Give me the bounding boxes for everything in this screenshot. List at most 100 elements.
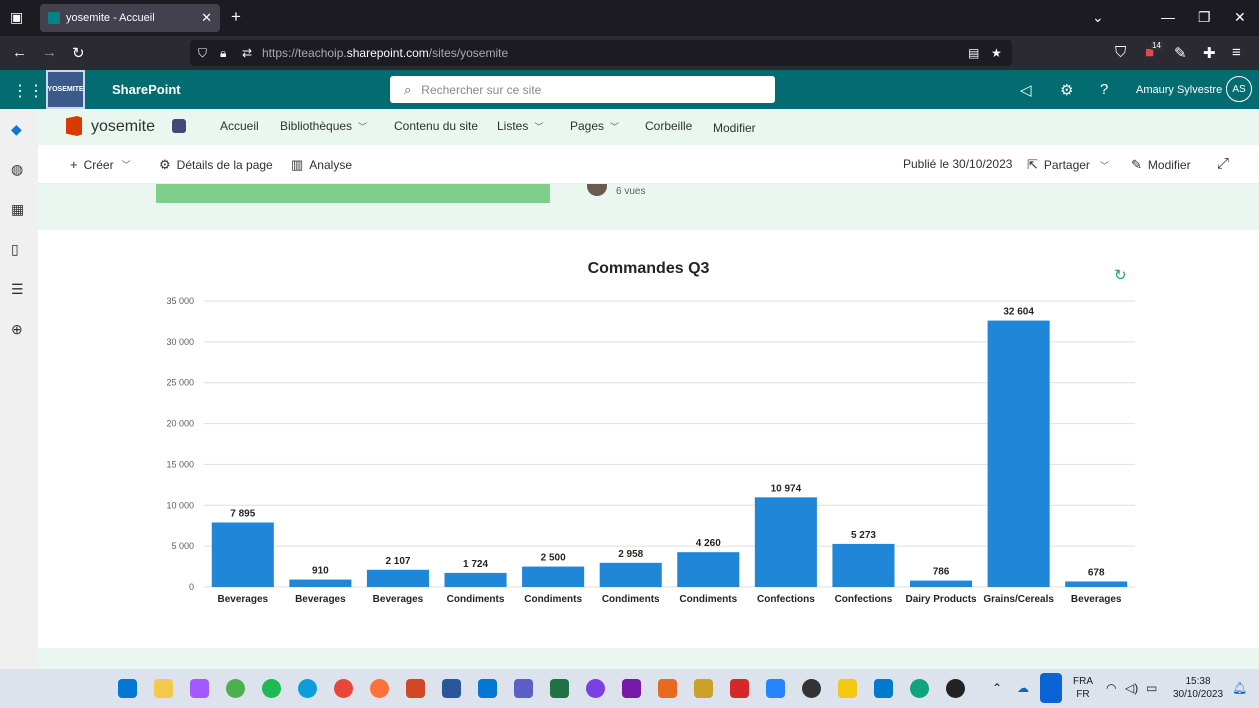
notification-bell-icon[interactable]: 🔔︎ xyxy=(1232,681,1248,695)
site-search-box[interactable]: ⌕ Rechercher sur ce site xyxy=(390,76,775,103)
close-tab-icon[interactable]: ✕ xyxy=(201,10,212,25)
analytics-button[interactable]: ▥ Analyse xyxy=(291,157,352,173)
back-icon[interactable]: ← xyxy=(12,44,27,61)
jira-icon[interactable] xyxy=(766,679,785,698)
help-icon[interactable]: ? xyxy=(1100,81,1109,98)
volume-icon[interactable]: ◁) xyxy=(1125,681,1139,695)
share-button[interactable]: ⇱ Partager ﹀ xyxy=(1027,157,1109,173)
permissions-icon[interactable]: ⇄ xyxy=(242,46,253,60)
lock-icon[interactable]: 🔒︎ xyxy=(220,45,227,60)
x-tick-label: Confections xyxy=(835,594,893,605)
excel-icon[interactable] xyxy=(550,679,569,698)
windows-start-icon[interactable] xyxy=(118,679,137,698)
edit-button[interactable]: ✎ Modifier xyxy=(1131,157,1191,173)
tab-list-icon[interactable]: ▣ xyxy=(10,9,24,25)
home-icon[interactable]: ◆ xyxy=(11,121,22,137)
nav-contenu-du-site[interactable]: Contenu du site xyxy=(394,119,478,133)
reader-view-icon[interactable]: ▤ xyxy=(968,46,980,60)
nav-bibliotheques[interactable]: Bibliothèques ﹀ xyxy=(280,119,367,133)
onenote-icon[interactable] xyxy=(622,679,641,698)
create-add-icon[interactable]: ⊕ xyxy=(11,321,23,337)
word-icon[interactable] xyxy=(442,679,461,698)
reload-icon[interactable]: ↻ xyxy=(72,45,85,62)
chatgpt-icon[interactable] xyxy=(910,679,929,698)
office-logo-icon xyxy=(66,116,82,136)
site-logo[interactable]: YOSEMITE xyxy=(46,70,85,109)
chart-web-part: 0 5 000 10 000 15 000 20 000 25 000 30 000 35 0… xyxy=(38,230,1259,648)
language-indicator[interactable]: FRA FR xyxy=(1072,675,1094,701)
bookmark-star-icon[interactable]: ★ xyxy=(991,46,1002,60)
addon-icon[interactable]: ✎ xyxy=(1174,45,1187,62)
spotify-icon[interactable] xyxy=(262,679,281,698)
wifi-icon[interactable]: ◠ xyxy=(1106,681,1117,695)
maps-icon[interactable] xyxy=(226,679,245,698)
teams-icon[interactable] xyxy=(172,119,186,133)
app-icon[interactable] xyxy=(658,679,677,698)
powerpoint-icon[interactable] xyxy=(406,679,425,698)
figma-icon[interactable] xyxy=(190,679,209,698)
progress-banner xyxy=(156,184,550,203)
clock[interactable]: 15:38 30/10/2023 xyxy=(1170,675,1226,701)
url-bar[interactable]: ⛉ 🔒︎ ⇄ https://teachoip. sharepoint.com/s… xyxy=(190,40,1012,66)
tab-title: yosemite - Accueil xyxy=(66,12,155,24)
sharepoint-title[interactable]: SharePoint xyxy=(112,82,181,97)
lists-icon[interactable]: ☰ xyxy=(11,281,24,297)
new-tab-icon[interactable]: + xyxy=(231,7,241,26)
edge-icon[interactable] xyxy=(298,679,317,698)
create-button[interactable]: + Créer ﹀ xyxy=(70,157,131,172)
nav-pages[interactable]: Pages ﹀ xyxy=(570,119,619,133)
menu-hamburger-icon[interactable]: ≡ xyxy=(1232,44,1241,61)
nav-listes[interactable]: Listes ﹀ xyxy=(497,119,543,133)
power-bi-icon[interactable] xyxy=(838,679,857,698)
user-avatar[interactable]: AS xyxy=(1226,76,1252,102)
restore-icon[interactable]: ❐ xyxy=(1198,9,1211,25)
chevron-down-icon[interactable]: ⌄ xyxy=(1092,9,1104,25)
page-command-bar: + Créer ﹀ ⚙ Détails de la page ▥ Analyse Pub… xyxy=(38,145,1259,184)
files-icon[interactable]: ▯ xyxy=(11,241,19,257)
x-tick-label: Beverages xyxy=(217,594,268,605)
published-status: Publié le 30/10/2023 xyxy=(903,157,1012,171)
pocket-icon[interactable]: ⛉ xyxy=(1115,44,1127,61)
settings-gear-icon[interactable]: ⚙ xyxy=(1060,82,1074,99)
plus-icon: + xyxy=(70,157,78,172)
chevron-up-icon[interactable]: ⌃ xyxy=(992,681,1003,695)
site-header: yosemite Accueil Bibliothèques ﹀ Contenu … xyxy=(38,109,1259,145)
microphone-icon[interactable] xyxy=(1040,673,1062,703)
battery-icon[interactable]: ▭ xyxy=(1146,681,1158,695)
outlook-icon[interactable] xyxy=(478,679,497,698)
refresh-icon[interactable]: ↻ xyxy=(1114,267,1127,284)
vscode-icon[interactable] xyxy=(874,679,893,698)
forward-icon[interactable]: → xyxy=(42,44,57,61)
chrome-icon[interactable] xyxy=(334,679,353,698)
expand-icon[interactable]: ⤢ xyxy=(1217,155,1230,172)
page-details-button[interactable]: ⚙ Détails de la page xyxy=(159,157,273,173)
teams-taskbar-icon[interactable] xyxy=(514,679,533,698)
nav-modifier[interactable]: Modifier xyxy=(713,121,756,135)
chart-title: Commandes Q3 xyxy=(587,260,710,277)
app-icon[interactable] xyxy=(694,679,713,698)
minimize-icon[interactable]: — xyxy=(1161,9,1175,25)
shield-icon[interactable]: ⛉ xyxy=(198,45,208,60)
clock-time: 15:38 xyxy=(1185,676,1211,687)
url-prefix: https://teachoip. xyxy=(262,46,347,60)
user-name[interactable]: Amaury Sylvestre xyxy=(1136,84,1223,96)
site-name[interactable]: yosemite xyxy=(91,118,156,135)
firefox-icon[interactable] xyxy=(370,679,389,698)
onedrive-icon[interactable]: ☁ xyxy=(1017,681,1029,695)
app-icon[interactable] xyxy=(946,679,965,698)
browser-tab-yosemite[interactable]: yosemite - Accueil ✕ xyxy=(40,4,220,32)
x-tick-label: Condiments xyxy=(602,594,660,605)
nav-corbeille[interactable]: Corbeille xyxy=(645,119,692,133)
window-close-icon[interactable]: ✕ xyxy=(1234,9,1246,25)
globe-icon[interactable]: ◍ xyxy=(11,161,24,177)
nav-accueil[interactable]: Accueil xyxy=(220,119,259,133)
news-icon[interactable]: ▦ xyxy=(11,201,25,217)
file-explorer-icon[interactable] xyxy=(154,679,173,698)
megaphone-icon[interactable]: ◁ xyxy=(1020,82,1032,99)
extensions-puzzle-icon[interactable]: ✚ xyxy=(1203,45,1216,62)
acrobat-icon[interactable] xyxy=(730,679,749,698)
obs-icon[interactable] xyxy=(802,679,821,698)
extension-icon[interactable]: ■ xyxy=(1145,44,1155,61)
loop-icon[interactable] xyxy=(586,679,605,698)
bar xyxy=(910,580,973,587)
